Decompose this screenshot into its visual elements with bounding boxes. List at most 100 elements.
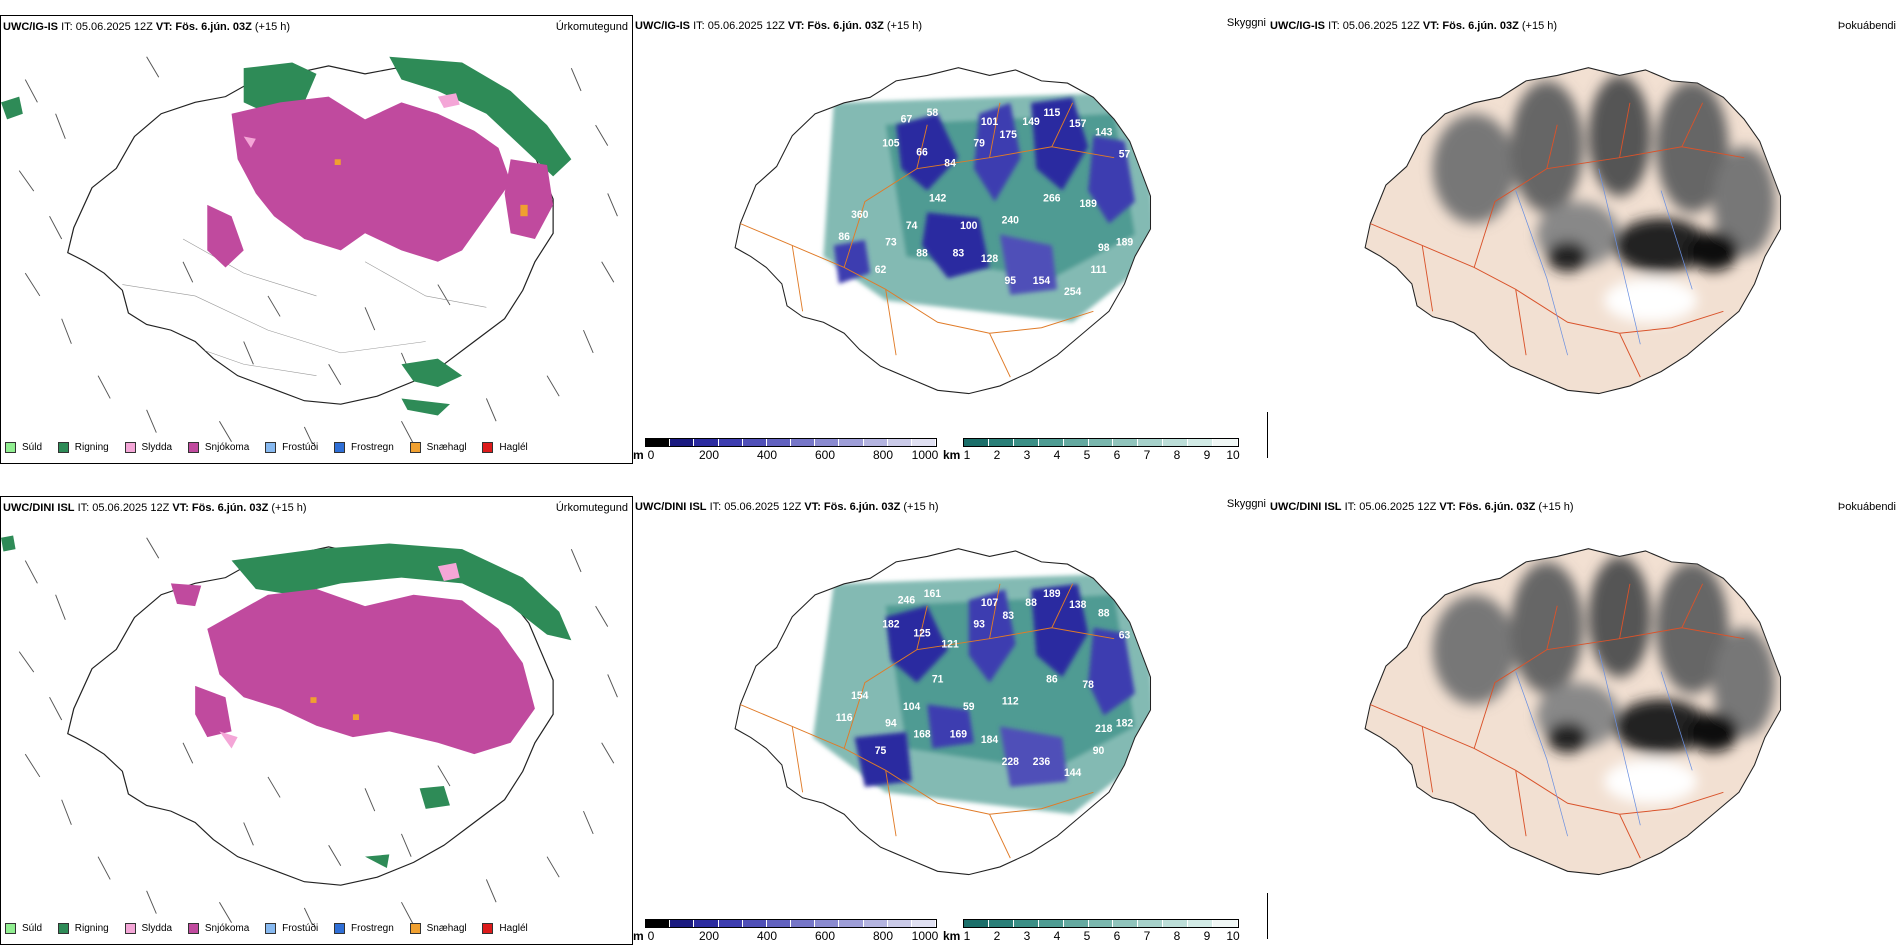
cloud-base-label: 112 [1002, 695, 1019, 707]
colorbar-segment [1038, 439, 1064, 446]
precip-map [1, 535, 618, 925]
cloud-base-label: 86 [838, 231, 850, 243]
legend-swatch [265, 442, 277, 453]
colorbar-segment [742, 920, 767, 927]
cloud-base-label: 154 [851, 690, 868, 702]
cloud-base-label: 161 [924, 588, 941, 600]
cloud-base-label: 86 [1046, 673, 1058, 685]
cloud-base-label: 83 [953, 247, 965, 259]
cloud-base-label: 169 [950, 728, 967, 740]
legend-item: Súld [5, 923, 42, 934]
cloud-base-label: 63 [1119, 629, 1131, 641]
cloud-base-label: 157 [1069, 118, 1086, 130]
clouds-panel-row2: UWC/DINI ISL IT: 05.06.2025 12Z VT: Fös.… [633, 496, 1323, 945]
panel-header: UWC/IG-IS IT: 05.06.2025 12Z VT: Fös. 6.… [3, 21, 291, 33]
cloud-base-label: 95 [1005, 275, 1017, 287]
fog-index-field [1432, 75, 1776, 323]
ceiling-colorbar: m 0 200 400 600 800 1000 [633, 438, 943, 462]
colorbar-segment [1113, 439, 1139, 446]
colorbar-segment [1213, 920, 1238, 927]
colorbar-segment [988, 439, 1014, 446]
cloud-base-label: 88 [1098, 608, 1110, 620]
cloud-base-label: 228 [1002, 756, 1019, 768]
colorbar-segment [670, 439, 695, 446]
colorbar-segment [1138, 439, 1164, 446]
cloud-base-label: 90 [1093, 745, 1105, 757]
cloud-base-label: 175 [1000, 129, 1017, 141]
precip-snow-areas [207, 96, 554, 268]
visibility-colorbar: km 1 2 3 4 5 6 7 8 9 10 [943, 919, 1243, 943]
cloud-base-label: 168 [913, 728, 930, 740]
colorbar-segment [1038, 920, 1064, 927]
precip-hail-areas [334, 159, 528, 217]
legend-item: Frostregn [334, 442, 394, 453]
visibility-colorbar: km 1 2 3 4 5 6 7 8 9 10 [943, 438, 1243, 462]
cloud-base-label: 182 [1116, 717, 1133, 729]
cloud-base-label: 66 [916, 146, 928, 158]
cloud-base-label: 116 [836, 712, 853, 724]
colorbar-segment [815, 439, 840, 446]
cloud-base-label: 189 [1043, 588, 1060, 600]
cloud-base-label: 125 [913, 627, 930, 639]
legend-item: Súld [5, 442, 42, 453]
clouds-map: 246 161 182 125 121 93 107 83 88 189 138 88 63 71 59 10… [734, 548, 1152, 876]
cloud-base-label: 57 [1119, 148, 1131, 160]
colorbar-segment [964, 920, 989, 927]
colorbar-segment [1188, 439, 1214, 446]
panel-header: UWC/IG-IS IT: 05.06.2025 12Z VT: Fös. 6.… [635, 20, 923, 32]
ceiling-areas [854, 583, 1135, 787]
panel-title: Úrkomutegund [555, 21, 628, 33]
cloud-base-label: 62 [875, 264, 887, 276]
precip-panel-row1: UWC/IG-IS IT: 05.06.2025 12Z VT: Fös. 6.… [0, 15, 633, 464]
colorbar-segment [742, 439, 767, 446]
cloud-base-label: 74 [906, 220, 918, 232]
panel-header: UWC/DINI ISL IT: 05.06.2025 12Z VT: Fös.… [1270, 501, 1574, 513]
colorbar-segment [1013, 920, 1039, 927]
cloud-base-label: 107 [981, 597, 998, 609]
colorbar-segment [964, 439, 989, 446]
cloud-base-label: 93 [973, 618, 985, 630]
legend-swatch [124, 923, 136, 934]
legend-swatch [187, 923, 199, 934]
colorbar-segment [646, 920, 671, 927]
precip-snow-areas [170, 583, 535, 755]
legend-item: Haglél [482, 923, 528, 934]
panel-title: Þokuábendi [1837, 501, 1896, 513]
colorbar-segment [911, 439, 937, 446]
legend-swatch [409, 442, 421, 453]
colorbar-segment [887, 920, 912, 927]
river-network [1515, 649, 1693, 837]
legend-swatch [57, 923, 69, 934]
legend-swatch [265, 923, 277, 934]
cloud-base-label: 254 [1064, 286, 1081, 298]
cloud-base-label: 236 [1033, 756, 1050, 768]
legend-item: Rigning [57, 442, 109, 453]
colorbar-segment [1213, 439, 1238, 446]
cloud-base-label: 71 [932, 673, 944, 685]
cloud-base-label: 67 [901, 113, 913, 125]
wind-barbs [18, 56, 618, 444]
cloud-base-label: 182 [882, 618, 899, 630]
cloud-base-label: 143 [1095, 127, 1112, 139]
legend-item: Snjókoma [187, 923, 249, 934]
legend-swatch [5, 442, 16, 453]
colorbar-segment [839, 439, 864, 446]
colorbar-segment [718, 439, 743, 446]
colorbar-segment [1188, 920, 1214, 927]
colorbar-segment [791, 920, 816, 927]
cloud-base-label: 138 [1069, 599, 1086, 611]
fog-panel-row1: UWC/IG-IS IT: 05.06.2025 12Z VT: Fös. 6.… [1268, 15, 1900, 464]
precip-legend: Súld Rigning Slydda Snjókoma Frostúði Fr… [5, 442, 541, 456]
cloud-base-label: 94 [885, 717, 897, 729]
colorbar-segment [1138, 920, 1164, 927]
ceiling-colorbar: m 0 200 400 600 800 1000 [633, 919, 943, 943]
fog-map [1364, 67, 1782, 395]
panel-title: Skyggni [1226, 498, 1266, 510]
road-network [1370, 102, 1745, 378]
colorbar-segment [911, 920, 937, 927]
precip-sleet-areas [243, 93, 460, 148]
legend-swatch [187, 442, 199, 453]
colorbar-segment [839, 920, 864, 927]
colorbar-segment [766, 920, 792, 927]
wind-barbs [18, 537, 618, 925]
